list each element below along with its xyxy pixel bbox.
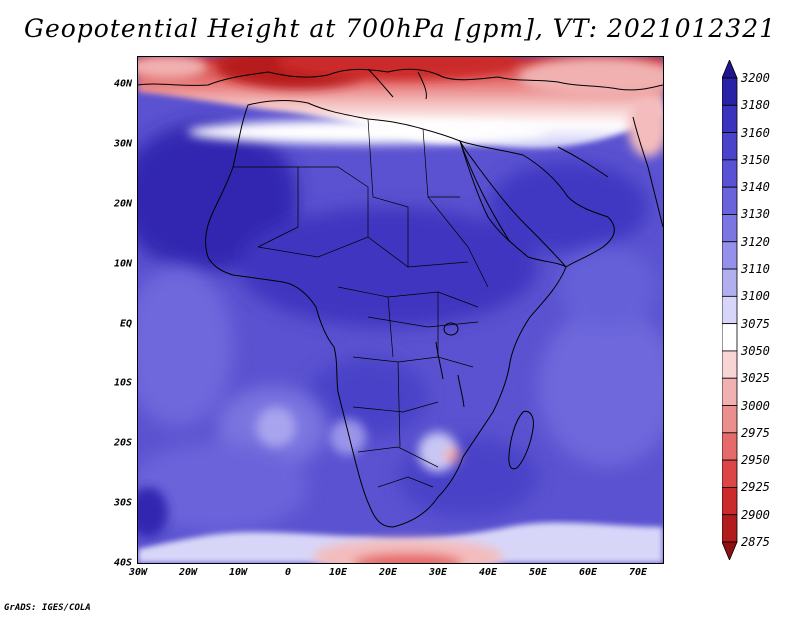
colorbar-cell	[722, 295, 738, 325]
white-band-north	[188, 120, 548, 144]
colorbar-cell-bottom-arrow	[722, 541, 738, 560]
light-patch-indian-ocean	[538, 307, 663, 467]
dark-lobe-west-sahara	[138, 122, 298, 272]
colorbar-label: 3050	[741, 343, 770, 358]
colorbar-cell	[722, 268, 738, 297]
lat-label-30s: 30S	[113, 497, 132, 509]
dark-lobe-arabia	[488, 162, 648, 252]
colorbar-cell	[722, 132, 738, 161]
colorbar-label: 2975	[741, 425, 770, 440]
arabian-peninsula-coastline	[459, 140, 615, 268]
northeast-trough-edge	[518, 57, 663, 97]
colorbar-label: 3150	[741, 152, 770, 167]
lon-label-30w: 30W	[128, 567, 148, 578]
dark-patch-southwest-edge	[138, 487, 168, 537]
colorbar-label: 3180	[741, 98, 770, 113]
colorbar-label: 3075	[741, 316, 770, 331]
coastlines	[138, 68, 663, 528]
low-core-mozambique	[450, 453, 458, 461]
madagascar-coastline	[508, 410, 534, 470]
colorbar-label: 2950	[741, 453, 770, 468]
lon-label-10w: 10W	[228, 567, 248, 578]
lon-label-50e: 50E	[528, 567, 548, 578]
colorbar-label: 2900	[741, 507, 770, 522]
lake-victoria	[443, 322, 459, 336]
lat-label-20n: 20N	[113, 198, 132, 210]
map-field-svg	[138, 57, 663, 563]
colorbar-cell	[722, 487, 738, 516]
colorbar-cell	[722, 377, 738, 406]
southern-trough-pink	[313, 539, 503, 563]
lon-label-40e: 40E	[478, 567, 498, 578]
lake-tanganyika	[435, 341, 444, 380]
colorbar-label: 3200	[741, 71, 770, 85]
grads-credit: GrADS: IGES/COLA	[4, 603, 91, 613]
light-patch-atlantic-west	[138, 267, 233, 427]
colorbar-label: 3025	[741, 371, 770, 386]
lat-label-30n: 30N	[113, 138, 132, 150]
greece-coastline	[417, 71, 427, 100]
colorbar-cell	[722, 323, 738, 352]
map-title: Geopotential Height at 700hPa [gpm], VT:…	[23, 14, 777, 43]
light-patch-horn	[558, 247, 658, 327]
lon-label-10e: 10E	[328, 567, 348, 578]
lon-label-20e: 20E	[378, 567, 398, 578]
lat-label-10s: 10S	[113, 377, 132, 389]
lon-label-20w: 20W	[178, 567, 198, 578]
colorbar-label: 3110	[741, 262, 770, 277]
colorbar-cell-top-arrow	[722, 60, 738, 79]
geopotential-map	[137, 56, 664, 564]
colorbar-cell	[722, 159, 738, 188]
colorbar-cell	[722, 214, 738, 243]
colorbar-label: 3000	[741, 398, 770, 413]
light-patch-southwest	[138, 442, 308, 532]
lon-label-30e: 30E	[428, 567, 448, 578]
colorbar-cell	[722, 241, 738, 270]
lake-malawi	[457, 374, 465, 408]
northern-low-extension	[278, 57, 518, 80]
lat-label-eq: EQ	[119, 318, 132, 330]
colorbar-label: 3120	[741, 234, 770, 249]
northeast-corner-pink	[628, 97, 663, 157]
colorbar-cell	[722, 186, 738, 215]
northwest-trough-edge	[138, 57, 208, 79]
persian-gulf-coast	[557, 146, 609, 178]
colorbar-label: 3140	[741, 180, 770, 195]
lon-label-0: 0	[284, 567, 292, 578]
colorbar-label: 3130	[741, 207, 770, 222]
india-coastline	[632, 116, 663, 228]
colorbar-cell	[722, 77, 738, 106]
colorbar-cells	[722, 60, 738, 560]
italy-coastline	[367, 68, 394, 98]
lat-label-40s: 40S	[113, 557, 132, 569]
dark-lobe-central-africa	[238, 207, 538, 327]
lon-label-60e: 60E	[578, 567, 598, 578]
colorbar-cell	[722, 405, 738, 434]
colorbar-cell	[722, 350, 738, 379]
dark-lobe-southern-africa	[308, 357, 428, 437]
lon-label-70e: 70E	[628, 567, 648, 578]
red-sea-coast	[459, 140, 511, 243]
colorbar-label: 3100	[741, 289, 770, 304]
colorbar-cell	[722, 104, 738, 133]
high-center-atlantic	[256, 407, 296, 447]
colorbar-label: 2875	[741, 535, 770, 549]
colorbar-cell	[722, 432, 738, 461]
high-center-angola-coast	[330, 419, 366, 455]
lat-label-20s: 20S	[113, 437, 132, 449]
colorbar-label: 2925	[741, 480, 770, 495]
colorbar-label: 3160	[741, 125, 770, 140]
country-borders	[233, 118, 489, 488]
colorbar	[722, 60, 738, 560]
lat-label-10n: 10N	[113, 258, 132, 270]
colorbar-cell	[722, 459, 738, 488]
lat-label-40n: 40N	[113, 78, 132, 90]
colorbar-cell	[722, 514, 738, 543]
europe-coastline	[138, 68, 663, 91]
southern-trough-red	[353, 553, 463, 563]
